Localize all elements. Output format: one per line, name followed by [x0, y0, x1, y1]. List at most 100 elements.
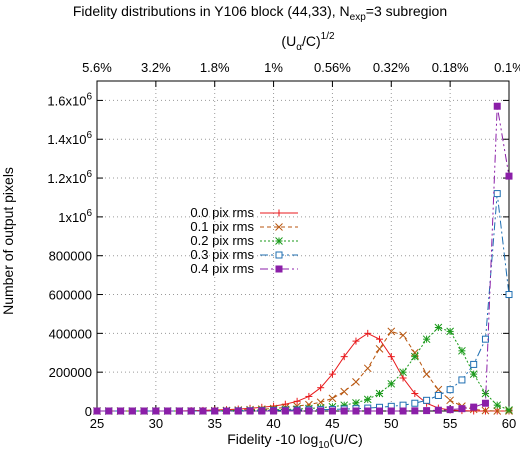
x2-tick-label: 1% — [264, 60, 283, 75]
data-point — [505, 172, 513, 180]
legend-item: 0.1 pix rms — [190, 219, 298, 234]
data-point — [246, 407, 254, 415]
y-tick-label: 1.6x106 — [47, 91, 92, 108]
data-point — [281, 407, 289, 415]
data-point — [305, 392, 313, 400]
data-point — [340, 353, 348, 361]
data-point — [328, 394, 337, 403]
y-tick-label: 0 — [85, 404, 92, 419]
data-point — [410, 352, 419, 361]
x2-tick-label: 1.8% — [200, 60, 230, 75]
legend-label: 0.4 pix rms — [190, 261, 254, 276]
data-point — [434, 391, 442, 399]
legend-marker — [275, 265, 283, 273]
data-point — [105, 407, 113, 415]
data-point — [446, 406, 454, 414]
x-tick-label: 50 — [384, 416, 398, 431]
data-point — [317, 407, 325, 415]
data-point — [328, 407, 336, 415]
x-tick-label: 30 — [149, 416, 163, 431]
data-point — [399, 407, 407, 415]
legend-item: 0.2 pix rms — [190, 233, 298, 248]
data-point — [399, 401, 407, 409]
data-point — [328, 370, 336, 378]
data-point — [175, 407, 183, 415]
data-point — [411, 390, 419, 398]
data-point — [376, 335, 384, 343]
data-point — [316, 398, 325, 407]
data-point — [410, 348, 419, 357]
y-tick-label: 1x106 — [58, 208, 92, 225]
data-point — [164, 407, 172, 415]
data-point — [493, 190, 501, 198]
x-tick-label: 40 — [266, 416, 280, 431]
data-point — [446, 396, 454, 405]
x-tick-label: 45 — [325, 416, 339, 431]
data-point — [469, 370, 478, 378]
data-point — [458, 405, 466, 413]
x2-tick-label: 0.32% — [373, 60, 410, 75]
legend-label: 0.1 pix rms — [190, 219, 254, 234]
data-point — [458, 376, 466, 384]
y-axis-title: Number of output pixels — [0, 167, 16, 315]
data-point — [493, 407, 502, 415]
tick-labels: 25 30 35 40 45 50 55 60 5.6% 3.2% 1.8% 1% 0.56% 0.32%… — [47, 60, 520, 431]
data-point — [493, 401, 502, 410]
legend-marker — [275, 237, 283, 245]
y-tick-label: 400000 — [49, 326, 92, 341]
data-point — [152, 407, 160, 415]
legend-item: 0.0 pix rms — [190, 205, 298, 220]
data-point — [470, 403, 478, 411]
data-point — [375, 389, 384, 398]
legend-label: 0.0 pix rms — [190, 205, 254, 220]
data-point — [505, 406, 513, 414]
legend-item: 0.3 pix rms — [190, 247, 298, 262]
data-point — [293, 397, 301, 405]
legend-label: 0.2 pix rms — [190, 233, 254, 248]
legend-item: 0.4 pix rms — [190, 261, 298, 276]
data-point — [399, 368, 407, 377]
data-point — [399, 331, 407, 340]
data-point — [481, 406, 490, 415]
data-point — [270, 407, 278, 415]
x-tick-label: 60 — [502, 416, 516, 431]
data-point — [364, 329, 372, 337]
data-point — [258, 407, 266, 415]
data-point — [423, 396, 431, 404]
y-tick-label: 800000 — [49, 249, 92, 264]
y-tick-label: 200000 — [49, 365, 92, 380]
data-point — [493, 102, 501, 110]
data-point — [434, 406, 442, 414]
data-point — [470, 360, 478, 368]
data-point — [411, 407, 419, 415]
data-point — [376, 407, 384, 415]
data-point — [481, 389, 490, 398]
y-tick-label: 1.4x106 — [47, 130, 92, 147]
x-axis-title: Fidelity -10 log10(U/C) — [227, 431, 363, 451]
chart-title-subscript: exp — [350, 12, 367, 23]
data-point — [434, 323, 443, 332]
y-tick-label: 600000 — [49, 288, 92, 303]
data-point — [363, 395, 372, 404]
x-tick-label: 55 — [443, 416, 457, 431]
data-point — [375, 345, 384, 353]
data-point — [352, 407, 360, 415]
x2-tick-label: 0.1% — [494, 60, 520, 75]
data-point — [505, 291, 513, 299]
data-point — [363, 364, 372, 373]
data-point — [422, 335, 431, 344]
data-point — [352, 337, 360, 345]
data-point — [317, 384, 325, 392]
data-series — [93, 102, 513, 415]
data-point — [211, 407, 219, 415]
data-point — [222, 407, 230, 415]
y-tick-label: 1.2x106 — [47, 169, 92, 186]
x-tick-label: 25 — [90, 416, 104, 431]
data-point — [458, 346, 466, 355]
x2-axis-title: (Uα/C)1/2 — [281, 31, 335, 53]
data-point — [340, 387, 349, 396]
data-point — [117, 407, 125, 415]
data-point — [140, 407, 148, 415]
